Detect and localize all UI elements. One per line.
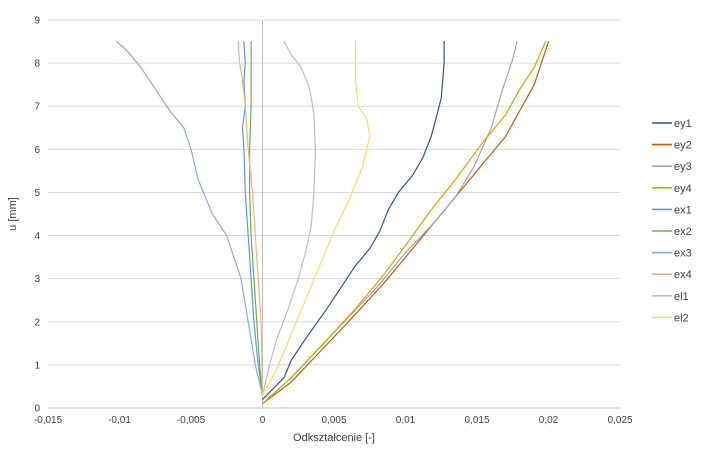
series-line-ex1 <box>241 41 264 396</box>
legend-label-ex4: ex4 <box>674 269 692 281</box>
legend-label-ex3: ex3 <box>674 248 692 260</box>
legend-label-ex2: ex2 <box>674 226 692 238</box>
gridlines <box>48 19 620 409</box>
x-tick-label: 0,015 <box>464 415 489 426</box>
y-tick-label: 0 <box>34 404 40 415</box>
x-tick-label: 0,005 <box>321 415 346 426</box>
y-axis-title: u [mm] <box>7 197 19 231</box>
x-tick-label: 0,01 <box>396 415 416 426</box>
tick-labels: 0 1 2 3 4 5 6 7 8 9 -0,015 -0,01 -0,005 0 0,005 0,01 0,0… <box>34 16 633 427</box>
x-tick-label: -0,01 <box>108 415 131 426</box>
y-tick-label: 9 <box>34 16 40 27</box>
x-tick-label: 0 <box>260 415 266 426</box>
legend-label-ey3: ey3 <box>674 161 692 173</box>
series-line-el1 <box>261 41 316 396</box>
series-line-ex4 <box>237 41 264 396</box>
y-tick-label: 1 <box>34 360 40 371</box>
x-tick-label: -0,005 <box>177 415 206 426</box>
x-tick-label: 0,02 <box>539 415 559 426</box>
series-line-ey1 <box>261 41 445 400</box>
series-line-ex2 <box>249 41 264 396</box>
series-line-ex3 <box>116 41 264 396</box>
series-line-ey2 <box>261 41 550 405</box>
x-tick-label: 0,025 <box>607 415 632 426</box>
legend-label-ey1: ey1 <box>674 118 692 130</box>
y-tick-label: 3 <box>34 274 40 285</box>
series-line-el2 <box>261 41 371 396</box>
y-tick-label: 2 <box>34 317 40 328</box>
y-tick-label: 5 <box>34 188 40 199</box>
legend-label-el1: el1 <box>674 291 689 303</box>
x-axis-title: Odkształcenie [-] <box>293 432 375 444</box>
y-tick-label: 6 <box>34 145 40 156</box>
legend: ey1 ey2 ey3 ey4 ex1 ex2 ex3 ex4 el1 el2 <box>652 118 692 324</box>
y-tick-label: 4 <box>34 231 40 242</box>
y-tick-label: 7 <box>34 102 40 113</box>
legend-label-el2: el2 <box>674 312 689 324</box>
series-lines <box>116 41 550 405</box>
legend-label-ex1: ex1 <box>674 204 692 216</box>
legend-label-ey2: ey2 <box>674 140 692 152</box>
series-line-ey4 <box>261 41 547 405</box>
y-tick-label: 8 <box>34 59 40 70</box>
x-tick-label: -0,015 <box>34 415 63 426</box>
legend-label-ey4: ey4 <box>674 183 692 195</box>
series-line-ey3 <box>261 41 518 405</box>
axes <box>48 20 620 409</box>
